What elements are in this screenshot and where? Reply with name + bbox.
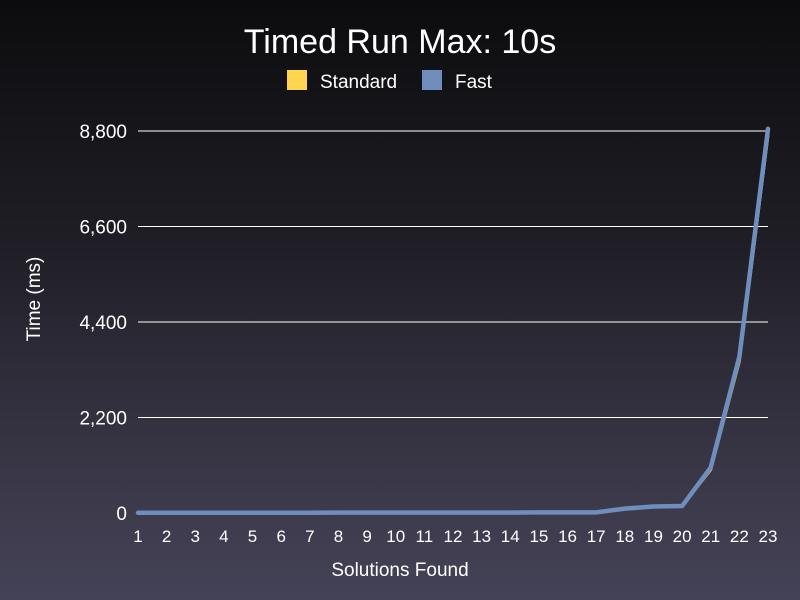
chart-title: Timed Run Max: 10s	[244, 23, 556, 61]
series-lines	[135, 126, 771, 516]
x-tick-label: 11	[416, 527, 434, 546]
series-line-standard	[136, 133, 770, 515]
y-tick-label: 0	[116, 504, 127, 525]
legend-swatch-standard	[287, 70, 307, 90]
x-tick-label: 10	[386, 527, 405, 546]
x-axis-label: Solutions Found	[331, 560, 468, 581]
x-tick-label: 20	[673, 527, 692, 546]
x-tick-label: 16	[558, 527, 577, 546]
y-tick-label: 6,600	[79, 218, 127, 239]
x-tick-label: 7	[305, 527, 314, 546]
x-tick-label: 4	[219, 527, 228, 546]
y-tick-label: 2,200	[79, 409, 127, 430]
series-line-fast	[135, 126, 771, 516]
x-tick-label: 8	[334, 527, 343, 546]
legend-swatch-fast	[422, 70, 442, 90]
x-tick-label: 14	[501, 527, 520, 546]
x-tick-label: 3	[191, 527, 200, 546]
legend-label-fast: Fast	[455, 72, 493, 93]
x-tick-label: 23	[759, 527, 778, 546]
x-tick-label: 22	[730, 527, 749, 546]
x-tick-label: 18	[615, 527, 634, 546]
x-axis-ticks: 1 2 3 4 5 6 7 8 9 10 11 12 13 14 15 16 17 18 19 20 21 22 23	[133, 527, 777, 546]
x-tick-label: 15	[529, 527, 548, 546]
x-tick-label: 13	[472, 527, 491, 546]
x-tick-label: 1	[133, 527, 142, 546]
x-tick-label: 9	[362, 527, 371, 546]
legend-label-standard: Standard	[320, 72, 397, 93]
x-tick-label: 12	[444, 527, 463, 546]
y-axis-ticks: 0 2,200 4,400 6,600 8,800	[79, 122, 127, 525]
x-tick-label: 5	[248, 527, 257, 546]
x-tick-label: 2	[162, 527, 171, 546]
x-tick-label: 17	[587, 527, 606, 546]
y-tick-label: 8,800	[79, 122, 127, 143]
y-axis-label: Time (ms)	[24, 257, 45, 342]
y-tick-label: 4,400	[79, 313, 127, 334]
legend: Standard Fast	[287, 70, 493, 93]
gridlines	[138, 130, 768, 418]
x-tick-label: 6	[276, 527, 285, 546]
x-tick-label: 19	[644, 527, 663, 546]
x-tick-label: 21	[701, 527, 720, 546]
